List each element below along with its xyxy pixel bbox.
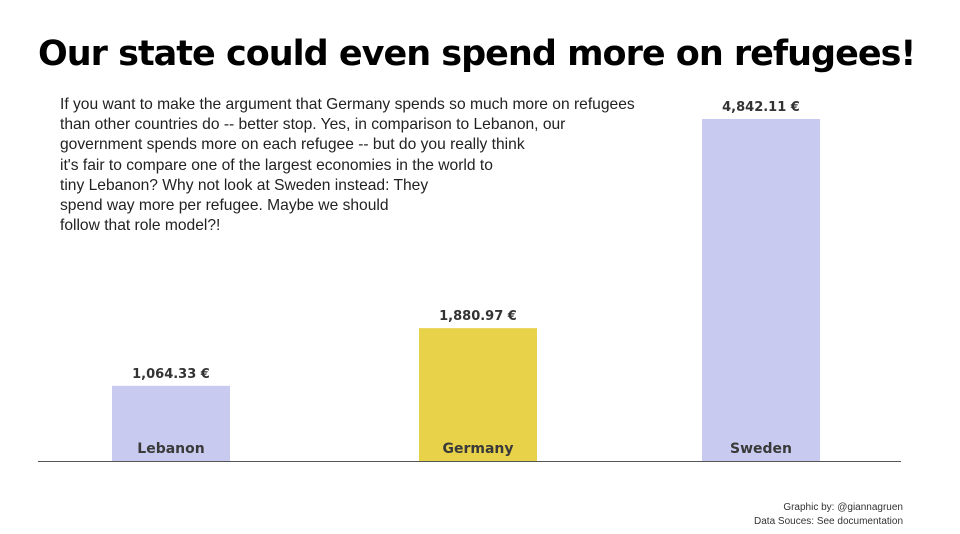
- value-label-lebanon: 1,064.33 €: [132, 367, 210, 382]
- intro-paragraph: If you want to make the argument that Ge…: [60, 95, 700, 236]
- intro-line: tiny Lebanon? Why not look at Sweden ins…: [60, 176, 429, 194]
- value-label-germany: 1,880.97 €: [439, 309, 517, 324]
- intro-line: follow that role model?!: [60, 217, 221, 235]
- intro-line: If you want to make the argument that Ge…: [60, 96, 635, 113]
- category-label-lebanon: Lebanon: [137, 441, 204, 457]
- bar-sweden: [702, 119, 820, 461]
- category-label-sweden: Sweden: [730, 441, 792, 457]
- intro-line: it's fair to compare one of the largest …: [60, 156, 493, 174]
- bars-group: 1,064.33 € Lebanon 1,880.97 € Germany 4,842.…: [112, 100, 820, 461]
- bar-germany: [419, 328, 537, 461]
- intro-line: than other countries do -- better stop. …: [60, 116, 566, 134]
- bar-lebanon: [112, 385, 230, 461]
- credit-data-sources: Data Souces: See documentation: [754, 516, 903, 527]
- chart-title: Our state could even spend more on refug…: [38, 34, 916, 74]
- category-label-germany: Germany: [442, 441, 513, 457]
- credit-graphic-by: Graphic by: @giannagruen: [783, 502, 903, 513]
- value-label-sweden: 4,842.11 €: [722, 100, 800, 115]
- intro-line: government spends more on each refugee -…: [60, 136, 525, 154]
- intro-line: spend way more per refugee. Maybe we sho…: [60, 197, 389, 215]
- credits: Graphic by: @giannagruen Data Souces: Se…: [754, 501, 903, 529]
